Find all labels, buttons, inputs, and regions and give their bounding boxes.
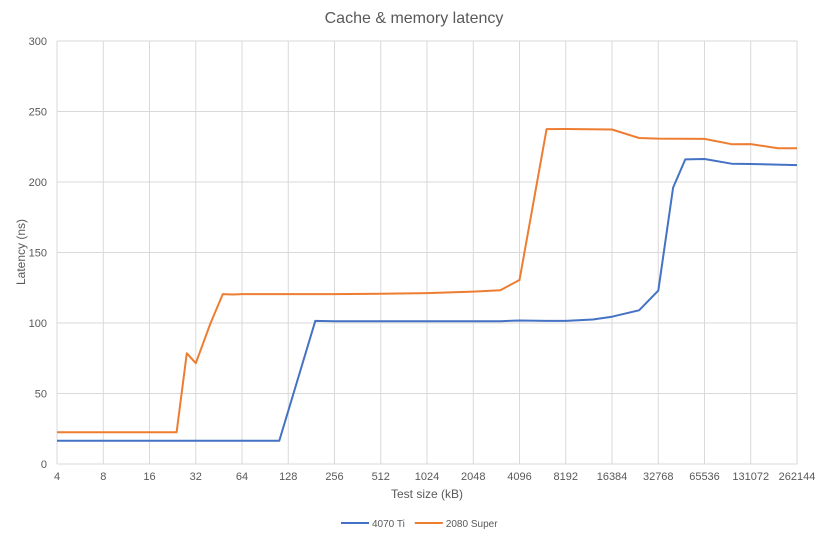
x-tick-label: 256 xyxy=(325,471,343,483)
legend-label-2080-super: 2080 Super xyxy=(446,519,498,530)
x-tick-label: 4 xyxy=(54,471,60,483)
y-tick-label: 300 xyxy=(29,36,47,48)
x-tick-label: 8 xyxy=(100,471,106,483)
x-tick-label: 131072 xyxy=(732,471,769,483)
series-line-2080-super xyxy=(57,128,797,434)
series-line-4070-ti xyxy=(57,158,798,442)
grid-lines xyxy=(56,40,798,465)
legend: 4070 Ti 2080 Super xyxy=(341,519,498,530)
x-tick-label: 16 xyxy=(143,471,155,483)
y-tick-label: 100 xyxy=(29,318,47,330)
x-tick-label: 4096 xyxy=(507,471,531,483)
series-lines xyxy=(57,128,798,442)
y-axis-ticks: 0 50 100 150 200 250 300 xyxy=(29,36,47,471)
x-axis-label: Test size (kB) xyxy=(391,487,463,501)
y-tick-label: 250 xyxy=(29,107,47,119)
x-tick-label: 512 xyxy=(372,471,390,483)
x-tick-label: 1024 xyxy=(415,471,439,483)
chart-title: Cache & memory latency xyxy=(325,10,504,27)
x-tick-label: 32 xyxy=(190,471,202,483)
x-axis-ticks: 4 8 16 32 64 128 256 512 1024 2048 4096 8192 16384 32… xyxy=(54,471,815,483)
x-tick-label: 32768 xyxy=(643,471,674,483)
y-tick-label: 200 xyxy=(29,177,47,189)
x-tick-label: 64 xyxy=(236,471,248,483)
x-tick-label: 65536 xyxy=(689,471,720,483)
y-tick-label: 50 xyxy=(35,389,47,401)
y-tick-label: 0 xyxy=(41,459,47,471)
y-tick-label: 150 xyxy=(29,248,47,260)
x-tick-label: 2048 xyxy=(461,471,485,483)
x-tick-label: 8192 xyxy=(554,471,578,483)
x-tick-label: 16384 xyxy=(597,471,628,483)
legend-label-4070-ti: 4070 Ti xyxy=(372,519,405,530)
x-tick-label: 262144 xyxy=(779,471,816,483)
y-axis-label: Latency (ns) xyxy=(14,219,28,285)
x-tick-label: 128 xyxy=(279,471,297,483)
